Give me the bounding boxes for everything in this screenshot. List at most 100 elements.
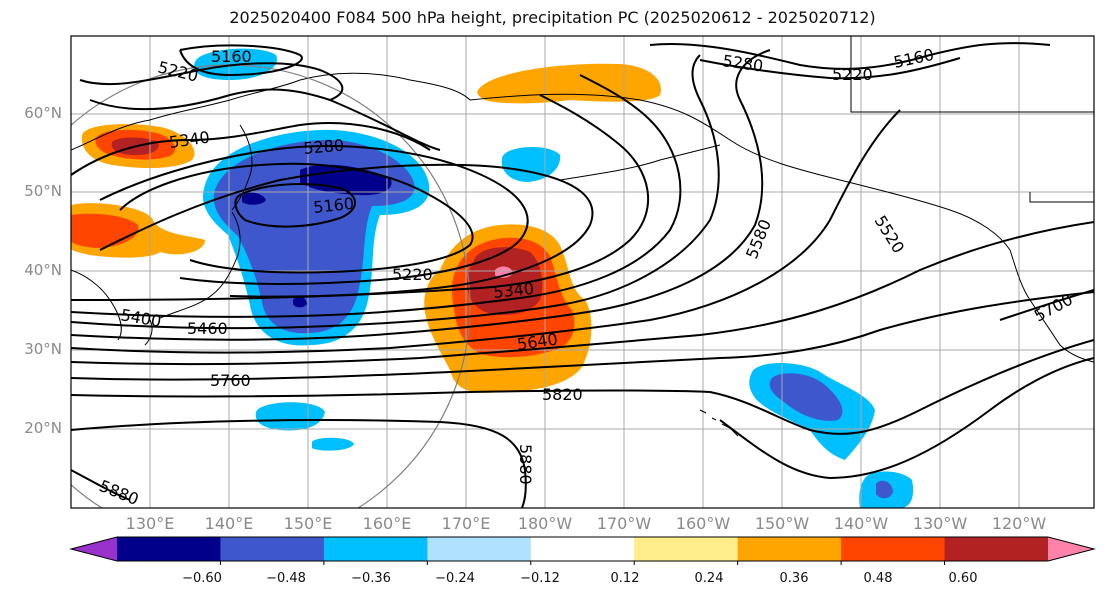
map-title: 2025020400 F084 500 hPa height, precipit… [229, 8, 876, 27]
contour-5340-b [99, 163, 594, 298]
contour-label: 5160 [892, 45, 936, 72]
lon-label: 170°E [441, 514, 491, 533]
contour-5220-top [699, 57, 961, 80]
contour-label: 5400 [119, 305, 162, 331]
colorbar-bin [220, 537, 325, 561]
coastline-hawaii [699, 409, 739, 437]
precip-negative-region-7b [876, 480, 893, 499]
contour-5700 [71, 221, 1094, 366]
contour-label: 5280 [303, 136, 345, 158]
contour-5880-c [71, 469, 131, 501]
precip-negative-core-1c [293, 296, 307, 308]
contour-label: 5160 [312, 194, 354, 217]
height-contours [71, 42, 1094, 508]
contour-5160-b [234, 183, 356, 228]
contour-label: 5160 [211, 47, 252, 66]
map-gridlines [71, 36, 1094, 508]
coastline-japan [159, 211, 241, 319]
contour-5760 [71, 291, 1094, 381]
colorbar [69, 536, 1096, 565]
contour-label: 5220 [392, 265, 433, 284]
colorbar-tick-label: −0.12 [520, 571, 560, 586]
contour-label: 5880 [516, 444, 535, 485]
lat-label: 20°N [24, 419, 62, 437]
colorbar-tick-label: −0.36 [351, 571, 391, 586]
colorbar-tick-label: 0.36 [779, 571, 809, 586]
coastlines [71, 72, 1094, 437]
coastline-kamchatka [231, 124, 253, 211]
lon-label: 120°W [991, 514, 1047, 533]
contour-5220-a [79, 62, 344, 101]
lon-label: 170°W [596, 514, 652, 533]
colorbar-tick-label: 0.24 [694, 571, 724, 586]
contour-5880-b [719, 357, 1094, 480]
contour-label: 5580 [742, 217, 775, 262]
contour-5160-a [179, 44, 303, 77]
contour-label: 5820 [542, 385, 583, 404]
lat-label: 40°N [24, 261, 62, 279]
colorbar-bin [841, 537, 946, 561]
lon-label: 130°E [125, 514, 175, 533]
colorbar-bin [530, 537, 635, 561]
contour-label: 5220 [156, 57, 200, 85]
contour-5700-right [999, 289, 1094, 321]
coastline-north-america [1009, 249, 1094, 363]
coastline-aleutians [559, 144, 721, 181]
contour-5400 [71, 94, 650, 301]
contour-5460 [71, 74, 682, 318]
contour-5880-a [71, 419, 527, 508]
precip-positive-region-4 [477, 63, 661, 104]
precip-negative-region-6b [769, 373, 843, 421]
colorbar-tick-label: −0.24 [435, 571, 475, 586]
colorbar-extend-high [1048, 537, 1094, 561]
region-box [850, 36, 1094, 203]
contour-5340-a [71, 122, 431, 176]
contour-label: 5340 [492, 279, 534, 302]
lon-label: 180°W [517, 514, 573, 533]
colorbar-bin [323, 537, 428, 561]
lat-label: 60°N [24, 104, 62, 122]
contour-label: 5220 [832, 65, 873, 84]
colorbar-bin [944, 537, 1049, 561]
colorbar-tick-label: 0.60 [948, 571, 978, 586]
contour-5820 [71, 339, 1094, 435]
contour-5640 [71, 109, 901, 354]
colorbar-tick-label: 0.12 [610, 571, 640, 586]
contour-5280-a [89, 88, 441, 151]
contour-5220-b [119, 162, 474, 274]
colorbar-bin [634, 537, 739, 561]
precip-negative-core-1b [242, 192, 266, 205]
colorbar-bin [117, 537, 221, 561]
lat-label: 30°N [24, 340, 62, 358]
contour-label: 5700 [1031, 290, 1076, 326]
contour-5280-top [649, 42, 1051, 70]
contour-label: 5460 [187, 319, 228, 338]
lon-label: 160°E [362, 514, 412, 533]
colorbar-tick-label: −0.48 [266, 571, 306, 586]
precip-negative-region-5 [312, 437, 354, 451]
colorbar-bin [427, 537, 532, 561]
plot-frame [70, 35, 1095, 509]
colorbar-tick-label: 0.48 [863, 571, 893, 586]
colorbar-bin [737, 537, 842, 561]
lon-label: 160°W [675, 514, 731, 533]
lon-label: 130°W [912, 514, 968, 533]
lon-label: 150°E [283, 514, 333, 533]
coastline-alaska [469, 93, 1011, 251]
contour-label: 5520 [871, 212, 909, 257]
lon-label: 140°W [833, 514, 889, 533]
contour-5280-b [99, 145, 529, 285]
contour-label: 5880 [97, 476, 142, 509]
precip-negative-region-3 [501, 147, 561, 182]
contour-label: 5760 [210, 371, 251, 390]
contour-label: 5340 [168, 127, 211, 151]
lat-label: 50°N [24, 182, 62, 200]
colorbar-extend-low [71, 537, 117, 561]
lon-label: 140°E [204, 514, 254, 533]
contour-5580 [71, 49, 771, 341]
precip-negative-region-4 [255, 402, 325, 431]
contour-5520 [71, 54, 720, 330]
colorbar-tick-label: −0.60 [182, 571, 222, 586]
map-plot-area: 5160 5220 5280 5160 5220 5340 5280 5160 … [71, 36, 1094, 509]
